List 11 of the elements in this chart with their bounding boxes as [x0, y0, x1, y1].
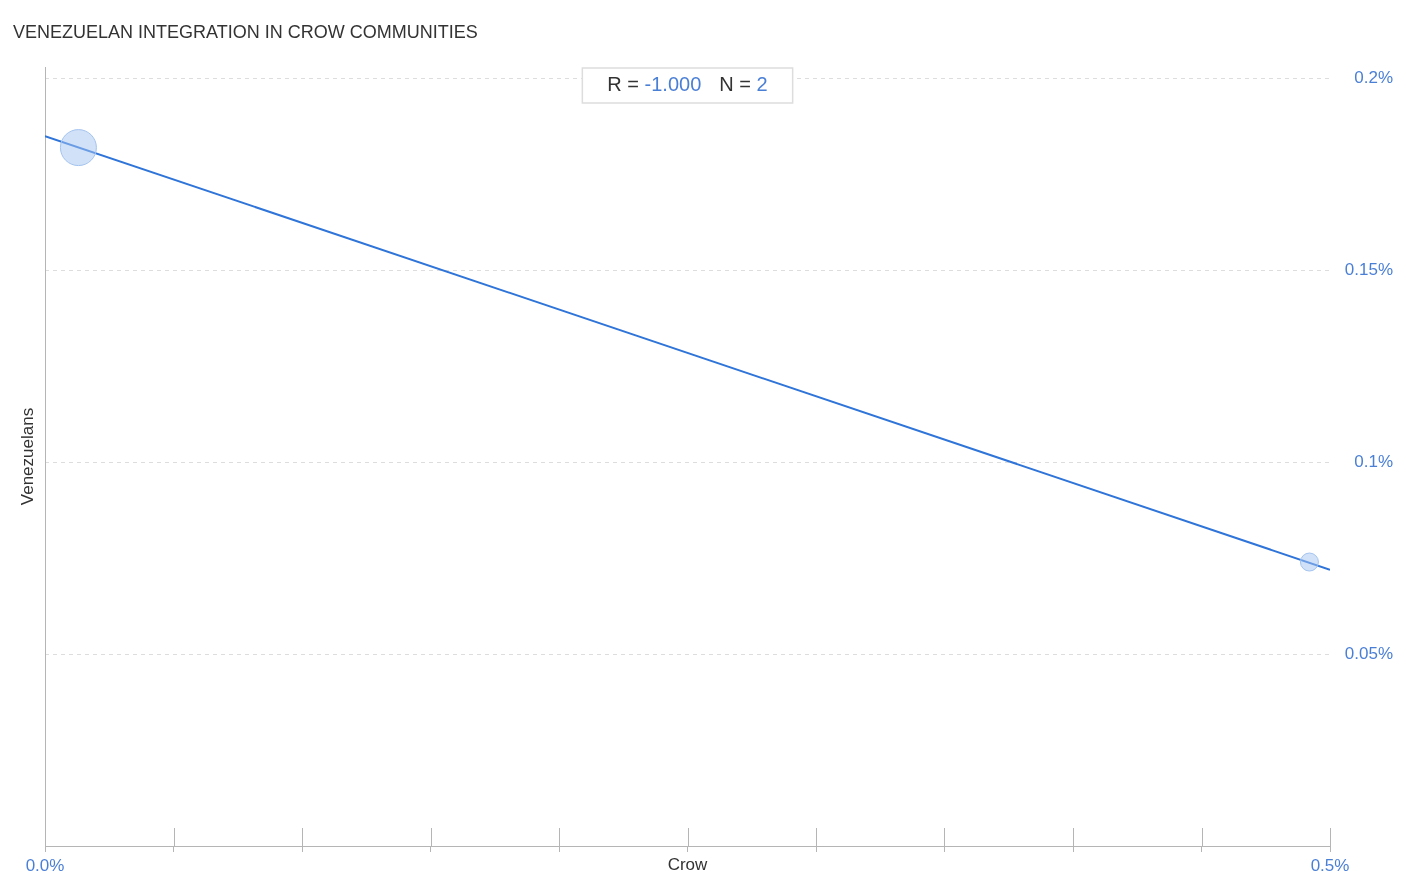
y-tick-label: 0.2%: [1354, 68, 1393, 88]
y-axis-title: Venezuelans: [17, 407, 37, 506]
annotation: N = 2: [719, 73, 768, 96]
y-tick-label: 0.15%: [1344, 260, 1393, 280]
y-tick-label: 0.1%: [1354, 451, 1393, 471]
x-tick-label: 0.0%: [25, 855, 65, 875]
x-tick-label: 0.5%: [1310, 855, 1350, 875]
y-tick-label: 0.05%: [1344, 643, 1393, 663]
annotation: R = -1.000: [607, 73, 702, 96]
chart-title: VENEZUELAN INTEGRATION IN CROW COMMUNITIES: [13, 21, 478, 42]
x-axis-title: Crow: [667, 854, 709, 874]
